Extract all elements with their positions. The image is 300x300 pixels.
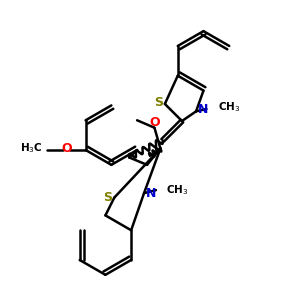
Text: O: O — [149, 116, 160, 129]
Text: S: S — [154, 96, 163, 109]
Text: S: S — [103, 191, 112, 204]
Text: N: N — [146, 187, 156, 200]
Text: O: O — [61, 142, 72, 155]
Text: H$_3$C: H$_3$C — [20, 142, 43, 155]
Text: N: N — [197, 103, 208, 116]
Text: CH$_3$: CH$_3$ — [166, 183, 189, 197]
Text: CH$_3$: CH$_3$ — [218, 100, 241, 114]
